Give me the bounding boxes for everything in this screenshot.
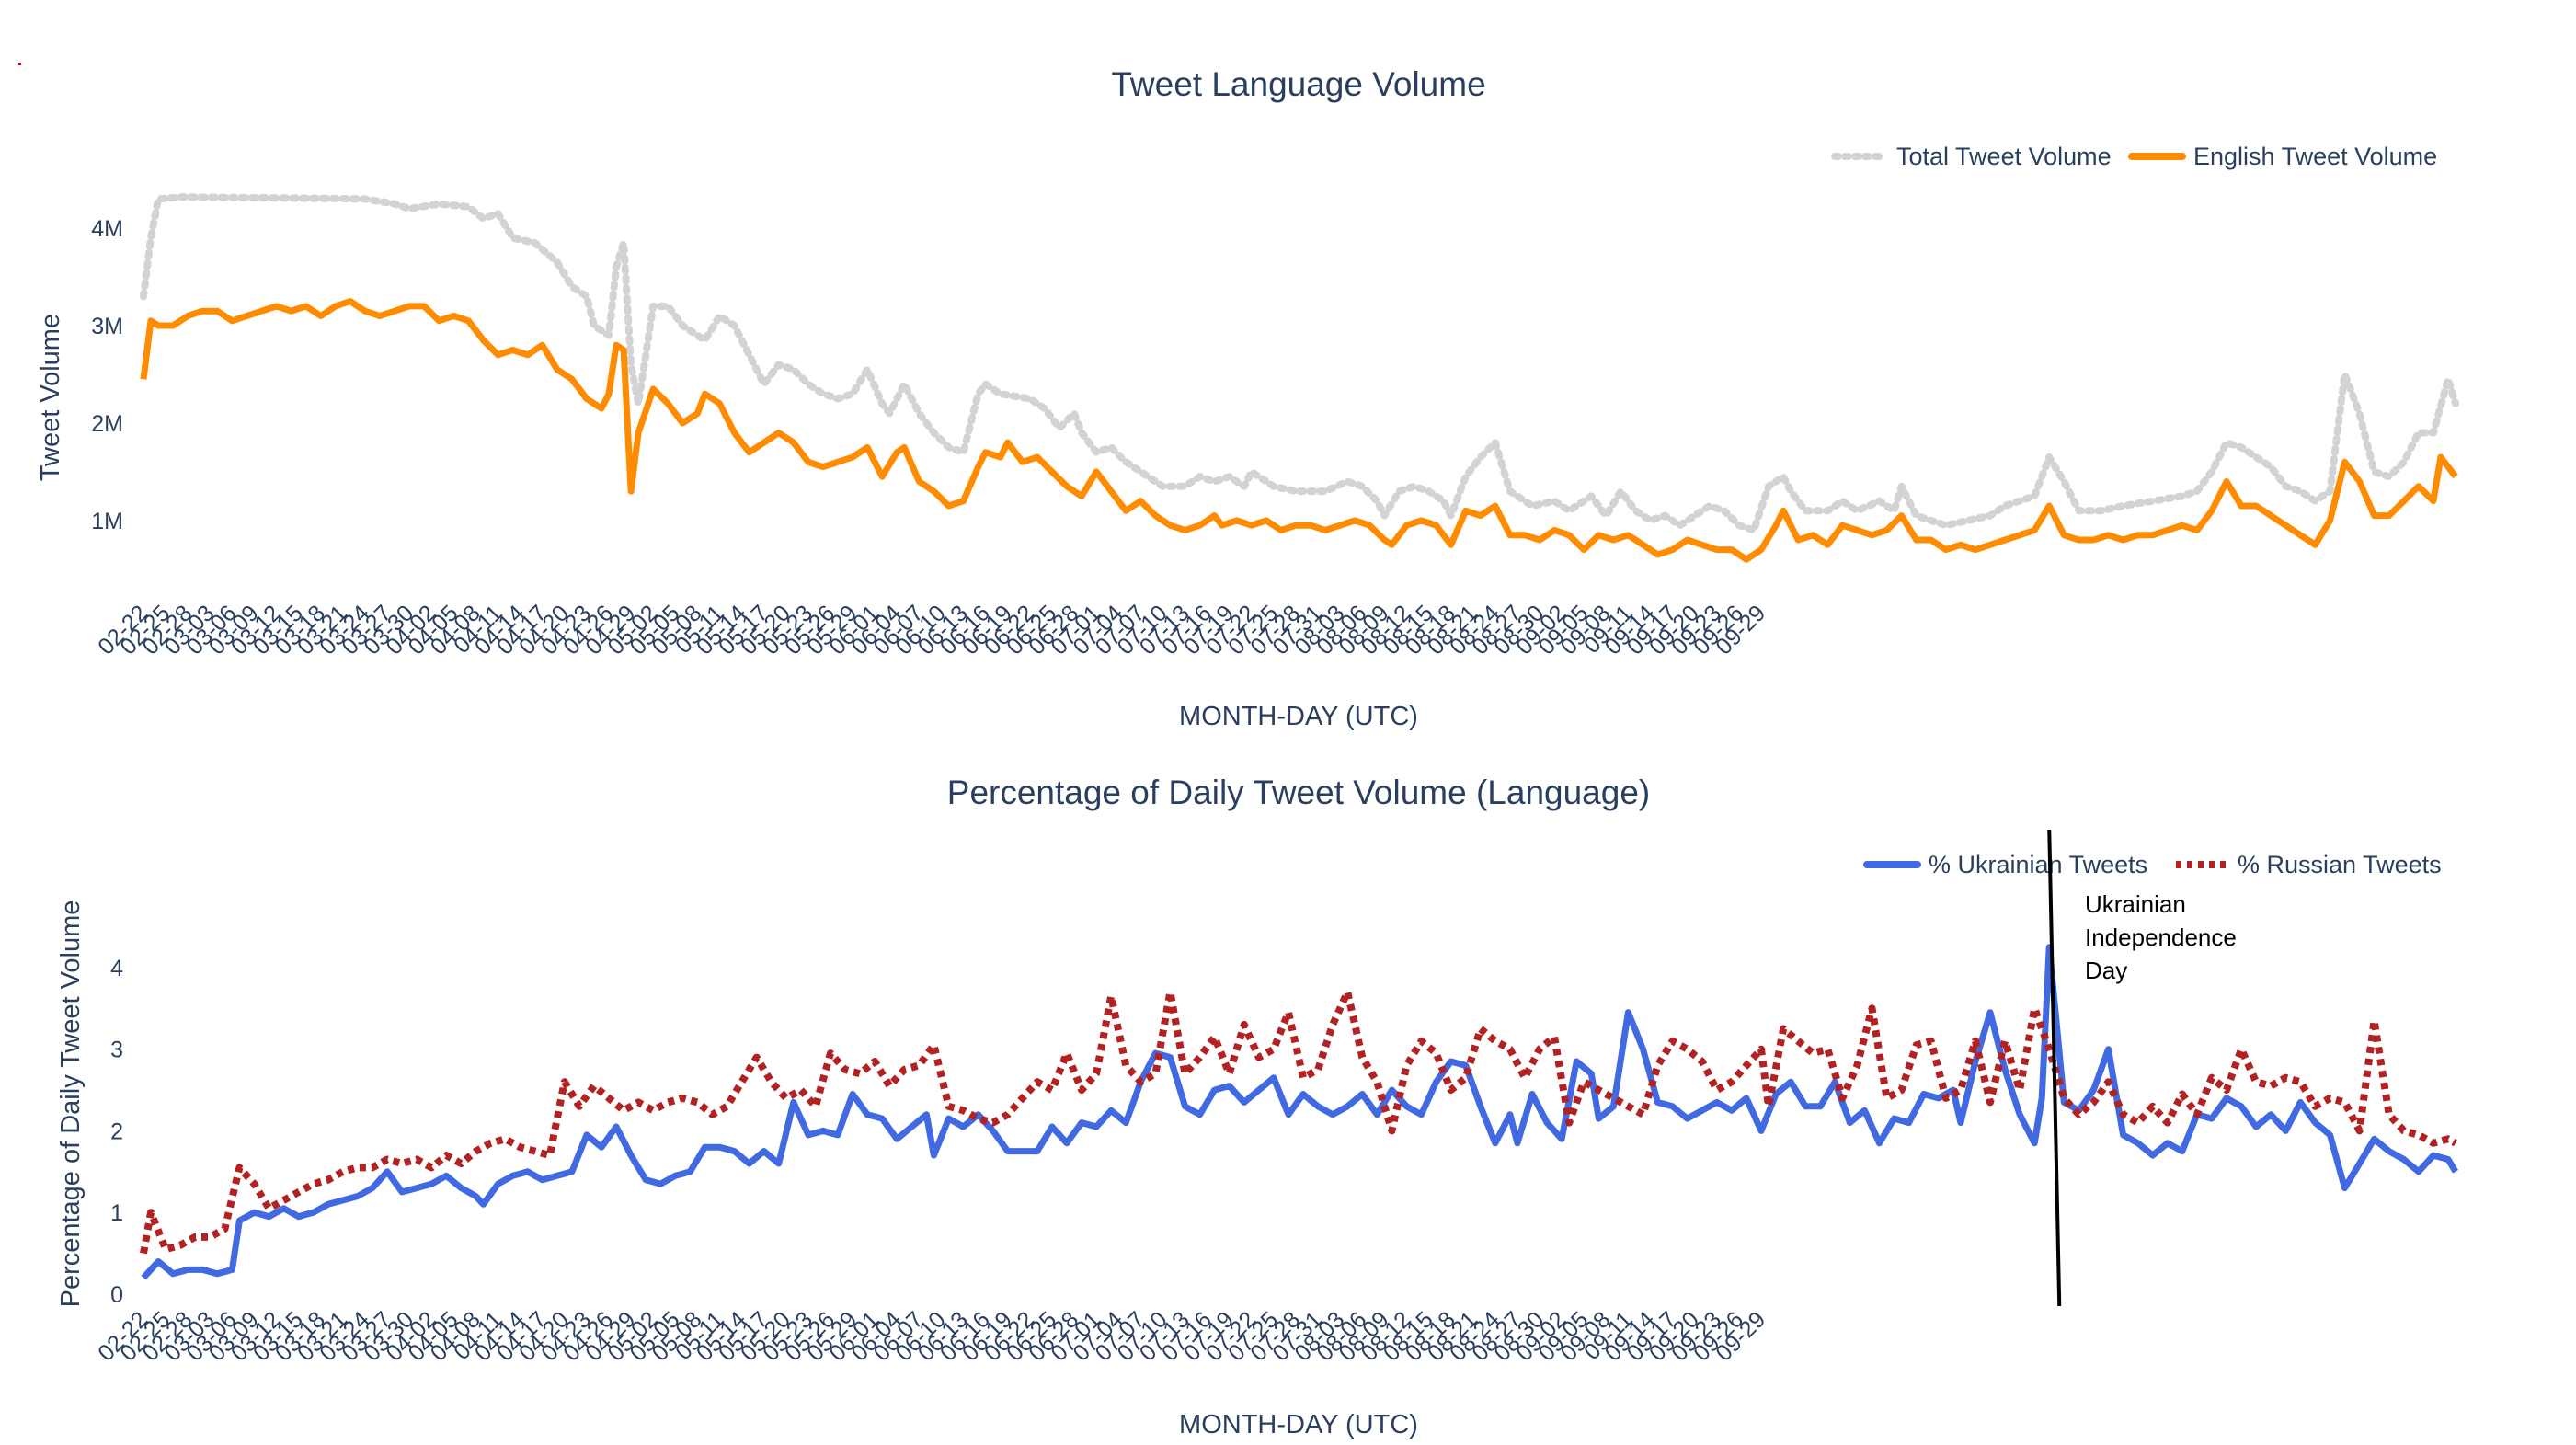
chart2-y-tick-label: 2 — [110, 1118, 123, 1144]
legend-english-label: English Tweet Volume — [2193, 143, 2437, 170]
chart2-y-axis-title: Percentage of Daily Tweet Volume — [56, 900, 86, 1308]
chart2-points-ukrainian — [143, 947, 2456, 1279]
chart2-y-tick-label: 4 — [110, 956, 123, 981]
tweet-language-volume-chart: Tweet Language Volume Total Tweet Volume… — [36, 65, 2459, 731]
chart2-legend: % Ukrainian Tweets % Russian Tweets — [1863, 851, 2442, 878]
chart1-title: Tweet Language Volume — [1111, 65, 1485, 103]
chart2-x-axis-title: MONTH-DAY (UTC) — [1179, 1410, 1418, 1439]
chart1-y-tick-label: 1M — [91, 509, 123, 534]
chart1-x-ticks: 02-2202-2502-2803-0303-0603-0903-1203-15… — [93, 600, 1770, 659]
chart2-y-tick-label: 1 — [110, 1200, 123, 1226]
chart1-points-english — [143, 302, 2456, 560]
independence-day-annotation: Ukrainian Independence Day — [2047, 829, 2237, 1307]
chart1-points-total — [143, 197, 2456, 531]
chart1-series-total — [140, 193, 2459, 534]
chart1-y-axis-title: Tweet Volume — [36, 314, 65, 481]
chart2-points-russian — [143, 992, 2456, 1253]
chart2-series-ukrainian — [141, 944, 2458, 1280]
stray-mark — [18, 63, 21, 65]
chart2-series-russian — [140, 988, 2457, 1255]
chart1-y-tick-label: 4M — [91, 216, 123, 242]
chart2-y-tick-label: 0 — [110, 1282, 123, 1308]
chart2-title: Percentage of Daily Tweet Volume (Langua… — [947, 774, 1650, 811]
chart1-legend: Total Tweet Volume English Tweet Volume — [1831, 143, 2437, 170]
annotation-text-line1: Ukrainian — [2085, 890, 2186, 918]
chart1-y-tick-label: 3M — [91, 314, 123, 339]
legend-total-label: Total Tweet Volume — [1896, 143, 2112, 170]
legend-ukrainian-label: % Ukrainian Tweets — [1929, 851, 2147, 878]
chart1-series-english — [140, 298, 2458, 563]
chart2-series — [140, 944, 2458, 1280]
legend-russian-label: % Russian Tweets — [2238, 851, 2442, 878]
chart1-y-ticks: 1M 2M 3M 4M — [91, 216, 123, 534]
percentage-daily-volume-chart: Percentage of Daily Tweet Volume (Langua… — [56, 774, 2458, 1439]
annotation-text-line2: Independence — [2085, 923, 2237, 951]
chart1-y-tick-label: 2M — [91, 411, 123, 437]
chart1-series — [140, 193, 2459, 563]
annotation-text-line3: Day — [2085, 957, 2127, 984]
annotation-line — [2047, 829, 2062, 1307]
chart1-x-axis-title: MONTH-DAY (UTC) — [1179, 702, 1418, 731]
chart2-y-tick-label: 3 — [110, 1038, 123, 1063]
chart2-y-ticks: 0 1 2 3 4 — [110, 956, 123, 1308]
chart2-x-ticks: 02-2202-2502-2803-0303-0603-0903-1203-15… — [93, 1306, 1770, 1366]
